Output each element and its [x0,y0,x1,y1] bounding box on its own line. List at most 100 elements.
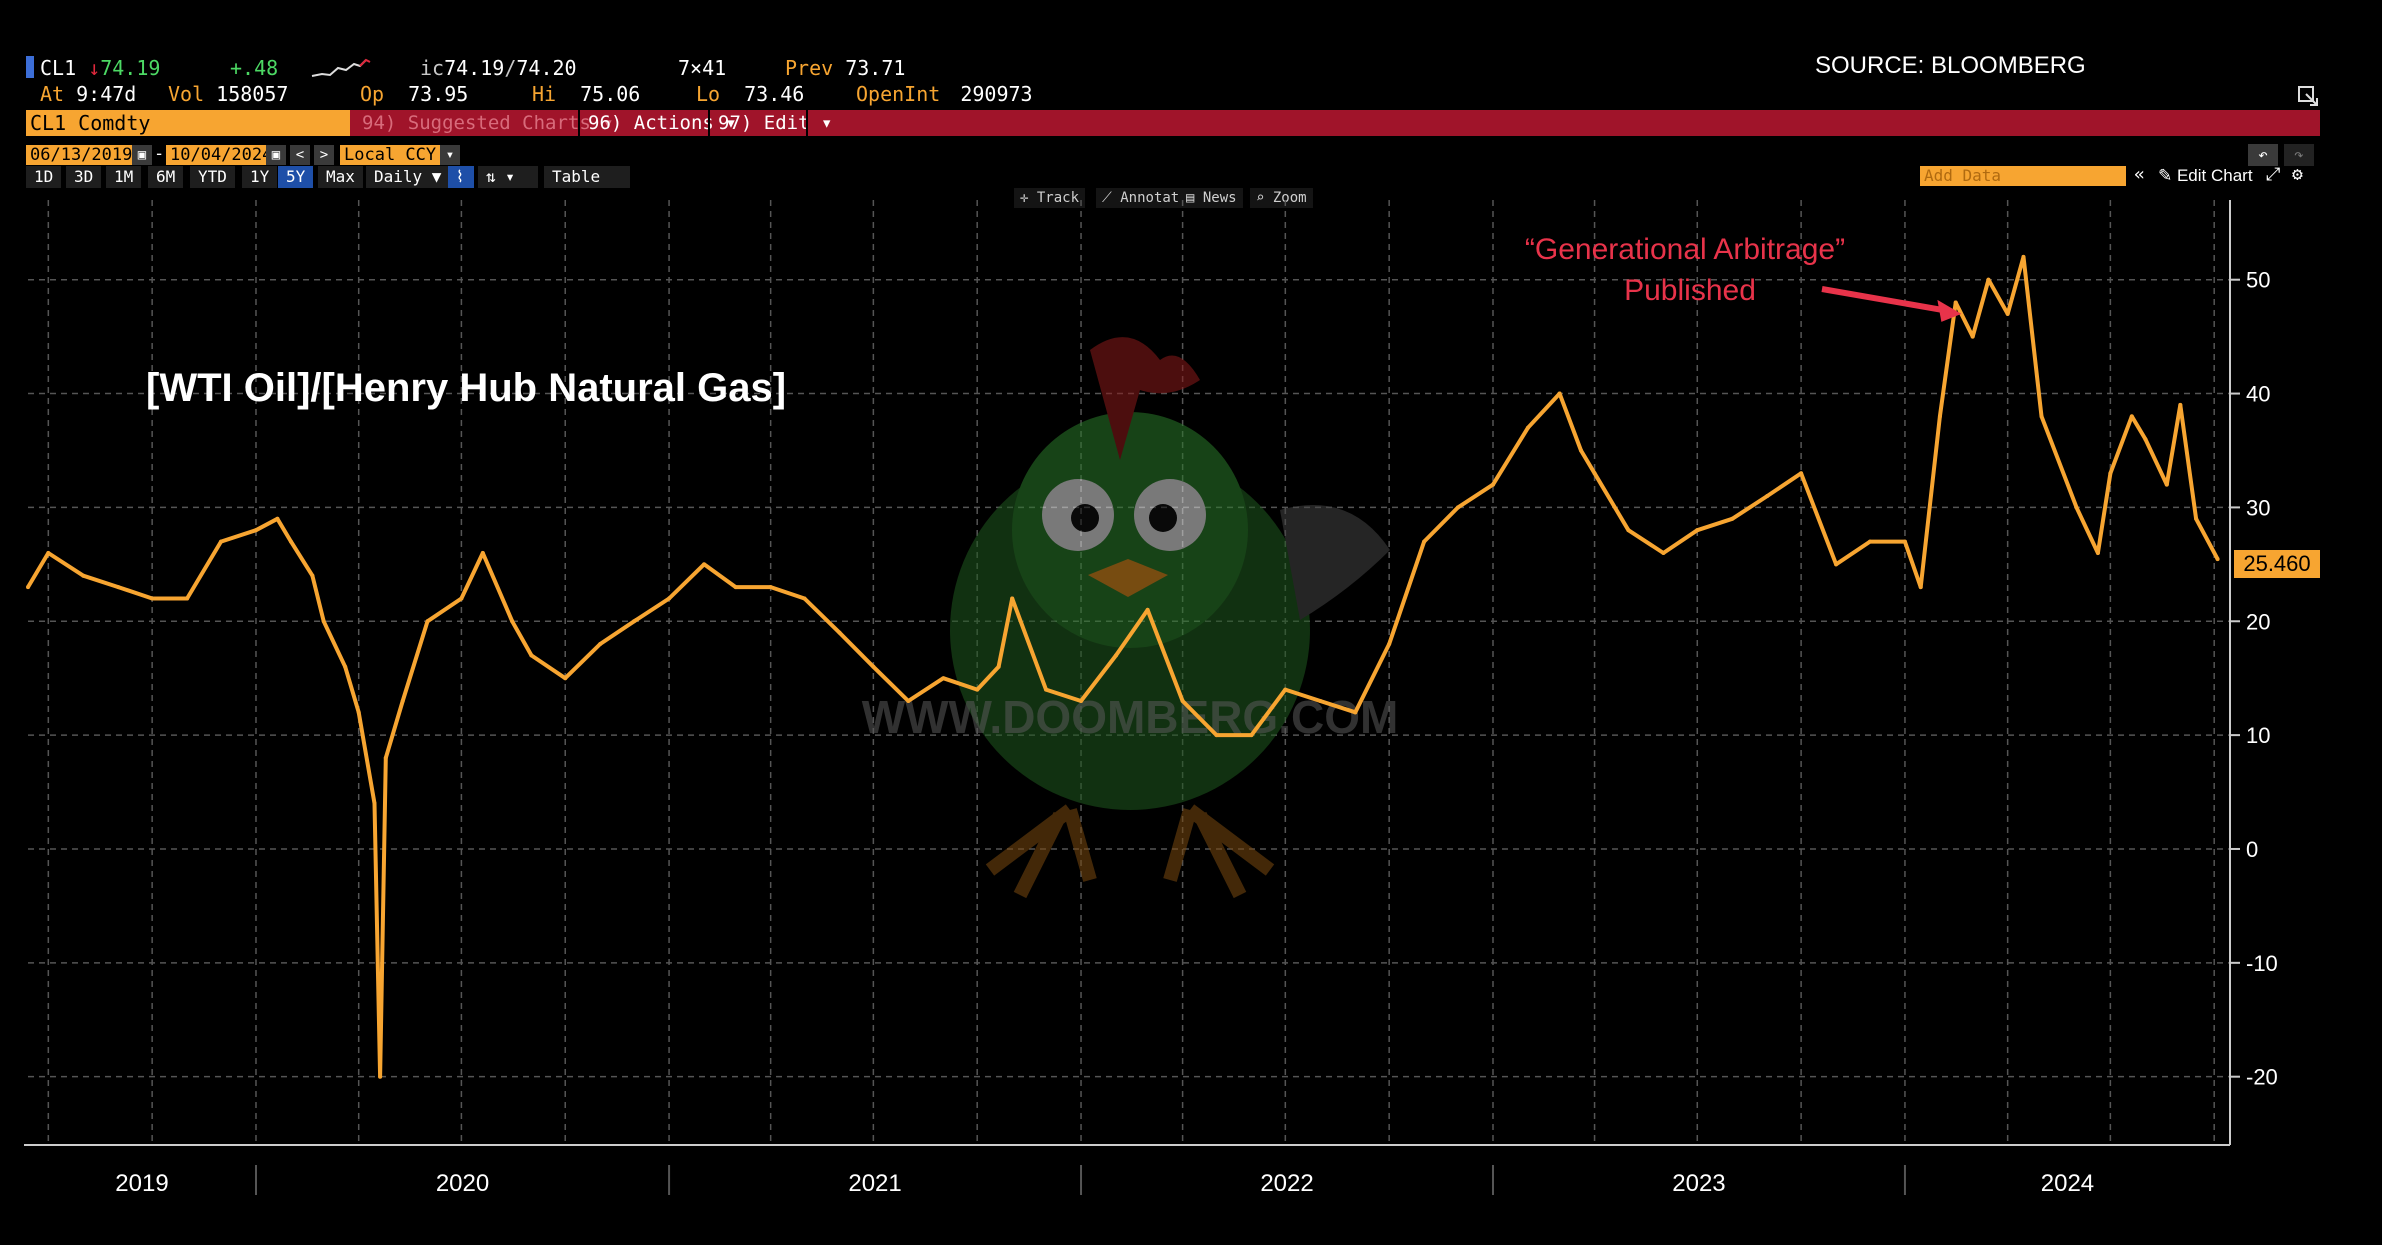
edit-chart-button[interactable]: ✎ Edit Chart [2158,166,2253,185]
data-point [2143,437,2148,442]
data-point [1986,277,1991,282]
data-point [356,710,361,715]
open-interest: OpenInt 290973 [856,82,1033,106]
y-tick-label: 0 [2246,837,2258,862]
actions-menu[interactable]: 96) Actions ▾ [588,112,737,134]
track-label: Track [1036,190,1080,206]
security-field[interactable]: CL1 Comdty [26,110,350,136]
annotate-button[interactable]: ⟋ Annotate [1096,188,1194,208]
menu-divider [806,110,808,136]
next-period-button[interactable]: > [314,145,334,165]
period-max[interactable]: Max [318,166,363,188]
quote-line-1: CL1 ↓74.19 [40,56,160,80]
annotation-group: “Generational Arbitrage” Published [1525,233,1962,322]
y-tick-label: 10 [2246,723,2270,748]
data-point [372,801,377,806]
y-tick-label: 30 [2246,495,2270,520]
data-point [288,539,293,544]
x-tick-label: 2020 [436,1170,489,1197]
y-tick-label: 40 [2246,382,2270,407]
data-point [667,596,672,601]
data-point [383,755,388,760]
data-point [81,573,86,578]
data-point [2005,311,2010,316]
vol-label: Vol [168,82,205,106]
data-point [906,698,911,703]
data-point [768,585,773,590]
data-point [563,676,568,681]
lo-value: 73.46 [744,82,805,106]
data-point [1661,550,1666,555]
prev-value: 73.71 [845,56,906,80]
data-point [2039,414,2044,419]
logo-pupil-right [1149,504,1177,532]
data-point [2178,402,2183,407]
track-button[interactable]: ✛ Track [1014,188,1086,208]
period-1y[interactable]: 1Y [242,166,278,188]
data-point [1937,414,1942,419]
openint-value: 290973 [960,82,1033,106]
data-point [1044,687,1049,692]
data-point [2095,550,2100,555]
zoom-button[interactable]: ⌕ Zoom [1250,188,1313,208]
start-calendar-icon[interactable]: ▣ [132,145,152,165]
data-point [378,1074,383,1079]
period-5y[interactable]: 5Y [278,166,314,188]
annotation-line-1: “Generational Arbitrage” [1525,233,1845,266]
period-6m[interactable]: 6M [148,166,184,188]
currency-dropdown-icon[interactable]: ▾ [440,145,460,165]
expand-icon[interactable]: ⤢ [2266,164,2281,185]
data-point [1918,585,1923,590]
table-button[interactable]: Table [544,166,630,188]
hi-value: 75.06 [580,82,641,106]
period-3d[interactable]: 3D [66,166,102,188]
ic-value: 74.19 [444,56,505,80]
line-chart-icon[interactable]: ⌇ [448,166,474,188]
change-value: +.48 [230,56,279,80]
annotation-line-2: Published [1624,274,1756,307]
y-tick-label: -10 [2246,951,2278,976]
logo-foot-right [1163,804,1275,899]
currency-select[interactable]: Local CCY [340,145,444,165]
source-note: SOURCE: BLOOMBERG [1815,52,2086,79]
data-point [1114,653,1119,658]
y-tick-label: -20 [2246,1065,2278,1090]
prev-period-button[interactable]: < [290,145,310,165]
chart-axes: 50 40 30 20 10 0 -10 -20 2019 2020 2021 2022 2023 202… [24,200,2278,1197]
news-button[interactable]: ▤ News [1180,188,1243,208]
logo-pupil-left [1071,504,1099,532]
data-point [480,550,485,555]
data-point [1010,596,1015,601]
ic-value2: 74.20 [516,56,577,80]
data-point [400,698,405,703]
news-label: News [1202,190,1237,206]
data-point [321,619,326,624]
gear-icon[interactable]: ⚙ [2292,164,2303,185]
add-data-input[interactable]: Add Data [1920,166,2126,186]
end-calendar-icon[interactable]: ▣ [266,145,286,165]
frequency-select[interactable]: Daily ▼ [366,166,452,188]
data-point [2129,414,2134,419]
annotation-arrow-head [1937,299,1962,322]
collapse-icon[interactable]: « [2134,164,2145,185]
period-ytd[interactable]: YTD [190,166,235,188]
suggested-charts-menu[interactable]: 94) Suggested Charts ▾ [362,112,614,134]
period-1d[interactable]: 1D [26,166,62,188]
data-point [510,619,515,624]
redo-button[interactable]: ↷ [2284,144,2314,166]
end-date-input[interactable]: 10/04/2024 [166,145,272,165]
edit-menu[interactable]: 97) Edit ▾ [718,112,833,134]
data-point [1525,425,1530,430]
period-1m[interactable]: 1M [106,166,142,188]
chart-settings-icon[interactable]: ⇅ ▾ [478,166,538,188]
undo-button[interactable]: ↶ [2248,144,2278,166]
ic-slash: / [504,56,517,80]
data-point [343,664,348,669]
popout-icon[interactable] [2296,84,2320,108]
last-price: 74.19 [100,56,161,80]
data-point [2194,516,2199,521]
data-point [1970,334,1975,339]
start-date-input[interactable]: 06/13/2019 [26,145,136,165]
data-point [1834,562,1839,567]
x-tick-label: 2022 [1260,1170,1313,1197]
